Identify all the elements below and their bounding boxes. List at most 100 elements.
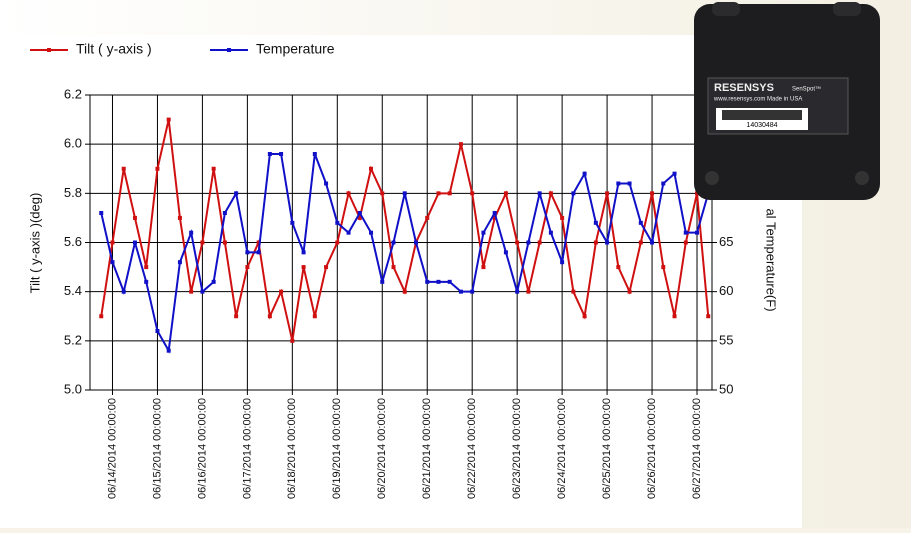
device-image: RESENSYS SenSpot™ www.resensys.com Made … — [694, 2, 880, 200]
point — [503, 250, 508, 255]
point — [425, 215, 430, 220]
chart-panel — [6, 35, 802, 528]
point — [234, 314, 239, 319]
point — [312, 152, 317, 156]
point — [290, 338, 295, 343]
point — [402, 191, 407, 196]
point — [470, 289, 475, 294]
point — [661, 265, 666, 270]
point — [312, 314, 317, 319]
point — [560, 260, 565, 265]
point — [121, 289, 126, 294]
point — [593, 240, 598, 245]
point — [121, 166, 126, 171]
point — [458, 289, 463, 294]
point — [301, 265, 306, 270]
point — [638, 220, 643, 225]
device-serial: 14030484 — [746, 122, 777, 129]
point — [706, 314, 711, 319]
y2-axis-label: al Temperature(F) — [764, 208, 779, 311]
point — [548, 191, 553, 196]
point — [177, 260, 182, 265]
y2-tick-label: 55 — [719, 332, 733, 347]
y2-tick-label: 50 — [719, 381, 733, 396]
y-tick-label: 5.8 — [64, 185, 82, 200]
point — [301, 250, 306, 255]
device-brand: RESENSYS — [714, 82, 774, 94]
point — [627, 181, 632, 186]
point — [425, 279, 430, 284]
point — [672, 171, 677, 176]
device-tab — [833, 2, 861, 16]
point — [458, 142, 463, 147]
point — [650, 191, 655, 196]
point — [481, 265, 486, 270]
x-tick-label: 06/26/2014 00:00:00 — [646, 398, 658, 499]
point — [234, 191, 239, 196]
barcode — [722, 110, 802, 120]
point — [200, 289, 205, 294]
point — [279, 289, 284, 294]
point — [99, 314, 104, 319]
point — [357, 215, 362, 220]
point — [391, 265, 396, 270]
point — [346, 191, 351, 196]
x-tick-label: 06/18/2014 00:00:00 — [286, 398, 298, 499]
point — [436, 191, 441, 196]
point — [548, 230, 553, 235]
screw — [705, 171, 719, 185]
point — [189, 230, 194, 235]
point — [537, 240, 542, 245]
point — [380, 279, 385, 284]
x-tick-label: 06/17/2014 00:00:00 — [241, 398, 253, 499]
point — [144, 265, 149, 270]
y-axis-label: Tilt ( y-axis )(deg) — [27, 193, 42, 294]
point — [638, 240, 643, 245]
point — [346, 230, 351, 235]
point — [695, 230, 700, 235]
screw — [855, 171, 869, 185]
x-tick-label: 06/25/2014 00:00:00 — [601, 398, 613, 499]
point — [177, 215, 182, 220]
legend-marker — [227, 48, 231, 52]
plot-frame — [89, 94, 713, 391]
point — [290, 220, 295, 225]
point — [447, 279, 452, 284]
point — [627, 289, 632, 294]
point — [447, 191, 452, 196]
x-tick-label: 06/24/2014 00:00:00 — [556, 398, 568, 499]
point — [661, 181, 666, 186]
device-model: SenSpot™ — [792, 86, 821, 93]
point — [357, 211, 362, 215]
point — [166, 117, 171, 122]
point — [267, 152, 272, 156]
point — [324, 265, 329, 270]
legend-label: Tilt ( y-axis ) — [76, 41, 152, 57]
point — [436, 279, 441, 284]
point — [672, 314, 677, 319]
legend-label: Temperature — [256, 41, 335, 57]
x-tick-label: 06/20/2014 00:00:00 — [376, 398, 388, 499]
point — [402, 289, 407, 294]
point — [369, 166, 374, 171]
point — [492, 211, 497, 215]
x-tick-label: 06/14/2014 00:00:00 — [106, 398, 118, 499]
y-tick-label: 5.0 — [64, 381, 82, 396]
point — [560, 215, 565, 220]
point — [537, 191, 542, 196]
point — [335, 240, 340, 245]
device-url: www.resensys.com Made in USA — [713, 97, 802, 103]
y-tick-label: 5.6 — [64, 234, 82, 249]
point — [616, 265, 621, 270]
point — [267, 314, 272, 319]
y-tick-label: 6.2 — [64, 86, 82, 101]
x-tick-label: 06/22/2014 00:00:00 — [466, 398, 478, 499]
point — [335, 220, 340, 225]
point — [582, 314, 587, 319]
point — [605, 191, 610, 196]
x-tick-label: 06/16/2014 00:00:00 — [196, 398, 208, 499]
point — [200, 240, 205, 245]
x-tick-label: 06/21/2014 00:00:00 — [421, 398, 433, 499]
point — [99, 211, 104, 215]
